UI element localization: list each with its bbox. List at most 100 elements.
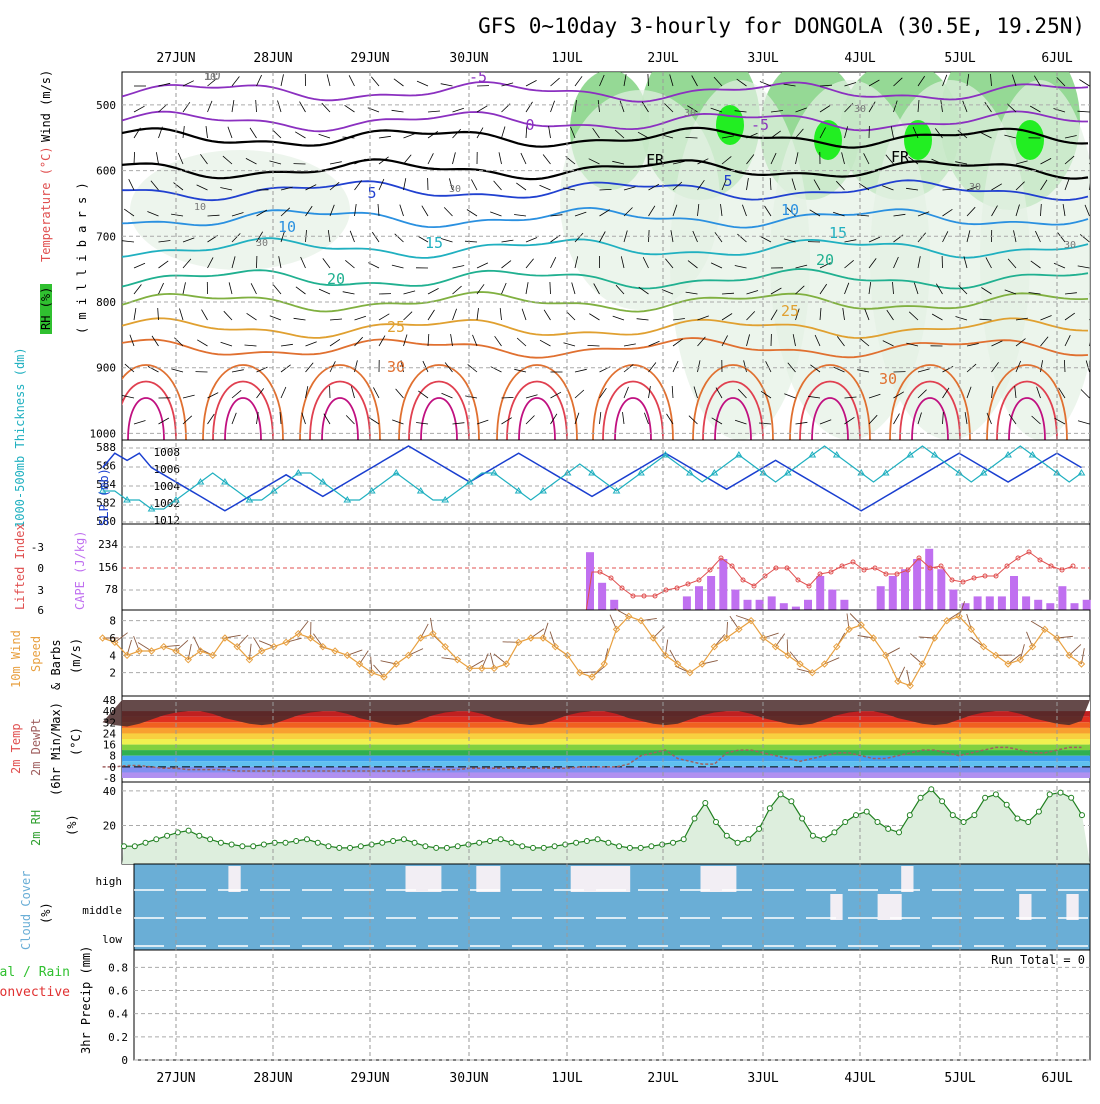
cape-bar xyxy=(768,596,776,610)
millibars-label: ( m i l l i b a r s ) xyxy=(75,182,89,334)
cape-bar xyxy=(780,603,788,610)
cape-bar xyxy=(816,576,824,610)
rh-point xyxy=(509,840,514,845)
rh-point xyxy=(240,844,245,849)
cape-bar xyxy=(937,569,945,610)
cloud-cell-high xyxy=(901,866,913,892)
temperature-band xyxy=(122,772,1090,778)
rh-point xyxy=(1080,813,1085,818)
isotherm-label: FR xyxy=(646,151,665,169)
rh-point xyxy=(251,844,256,849)
cloud-panel: high middle low Cloud Cover (%) xyxy=(19,864,1090,950)
rh-high-region xyxy=(1016,120,1044,160)
li-tick-label: 3 xyxy=(37,584,44,597)
bottom-date-6jul: 6JUL xyxy=(1041,1071,1072,1086)
isotherm-label: 30 xyxy=(879,370,897,388)
cloud-cell-middle xyxy=(1019,894,1031,920)
isotherm-label: 30 xyxy=(387,358,405,376)
rh-point xyxy=(627,845,632,850)
top-date-29jun: 29JUN xyxy=(350,51,389,66)
cloud-cell-high xyxy=(429,866,441,892)
cape-bar xyxy=(1071,603,1079,610)
cape-bar xyxy=(1034,600,1042,610)
cloud-cell-middle xyxy=(878,894,890,920)
cape-bar xyxy=(998,596,1006,610)
rh2m-label: 2m RH xyxy=(29,810,43,846)
temperature-band xyxy=(122,750,1090,756)
rh-point xyxy=(983,795,988,800)
rh-point xyxy=(671,840,676,845)
cloud-cell-high xyxy=(406,866,418,892)
cloud-cell-high xyxy=(228,866,240,892)
top-date-1jul: 1JUL xyxy=(551,51,582,66)
wind-barb xyxy=(1090,290,1100,294)
precip-tick-label: 0.6 xyxy=(108,985,128,998)
rh-point xyxy=(541,845,546,850)
rh-point xyxy=(401,837,406,842)
rh-point xyxy=(897,830,902,835)
cape-bar xyxy=(840,600,848,610)
lifted-index-label: Lifted Index xyxy=(13,523,27,610)
temperature-band xyxy=(122,767,1090,773)
temp-units-label: (°C) xyxy=(69,727,83,756)
cloud-cell-high xyxy=(583,866,595,892)
rh-point xyxy=(391,839,396,844)
cloud-cell-high xyxy=(724,866,736,892)
cape-tick-label: 78 xyxy=(105,583,118,596)
cloud-cell-high xyxy=(594,866,606,892)
chart-title: GFS 0~10day 3-hourly for DONGOLA (30.5E,… xyxy=(478,14,1085,38)
cape-tick-label: 234 xyxy=(98,538,118,551)
wind-tick-label: 6 xyxy=(109,632,116,645)
rh-tick-label: 40 xyxy=(103,785,116,798)
cape-bar xyxy=(683,596,691,610)
temperature-band xyxy=(122,728,1090,734)
top-date-5jul: 5JUL xyxy=(944,51,975,66)
rh-point xyxy=(218,840,223,845)
rh-point xyxy=(940,799,945,804)
rh-point xyxy=(520,844,525,849)
rh-point xyxy=(1069,795,1074,800)
rh-point xyxy=(132,844,137,849)
rh-point xyxy=(305,837,310,842)
cape-bar xyxy=(804,600,812,610)
rh-point xyxy=(638,845,643,850)
temperature-label: Temperature (°C) xyxy=(39,146,53,262)
pressure-tick-label: 900 xyxy=(96,362,116,375)
wind10m-label: 10m Wind xyxy=(9,630,23,688)
cape-bar xyxy=(986,596,994,610)
cape-bar xyxy=(949,590,957,610)
rh-point xyxy=(1026,820,1031,825)
rh-point xyxy=(488,839,493,844)
cape-tick-label: 156 xyxy=(98,561,118,574)
cape-bar xyxy=(889,576,897,610)
isotherm-label: FR xyxy=(891,148,910,166)
rh-point xyxy=(918,795,923,800)
rh-contour-label: 10 xyxy=(204,72,216,83)
rh-point xyxy=(261,842,266,847)
temp2m-label: 2m Temp xyxy=(9,723,23,774)
precip-total-label: Total / Rain xyxy=(0,965,70,980)
rh-point xyxy=(929,787,934,792)
bottom-date-30jun: 30JUN xyxy=(449,1071,488,1086)
cape-bar xyxy=(707,576,715,610)
rh-contour-label: 30 xyxy=(969,182,981,193)
rh-contour-label: 30 xyxy=(449,184,461,195)
cape-bar xyxy=(719,559,727,610)
rh-point xyxy=(122,844,127,849)
cape-bar xyxy=(901,569,909,610)
rh-point xyxy=(1015,816,1020,821)
rh-point xyxy=(1047,792,1052,797)
run-total: Run Total = 0 xyxy=(991,953,1085,967)
rh-point xyxy=(875,820,880,825)
rh-point xyxy=(466,842,471,847)
cloud-cell-high xyxy=(571,866,583,892)
rh-contour-label: 30 xyxy=(684,108,696,119)
rh-point xyxy=(1036,809,1041,814)
cloud-cell-middle xyxy=(889,894,901,920)
rh-point xyxy=(283,840,288,845)
cape-bar xyxy=(974,596,982,610)
rh-point xyxy=(552,844,557,849)
rh-point xyxy=(746,837,751,842)
